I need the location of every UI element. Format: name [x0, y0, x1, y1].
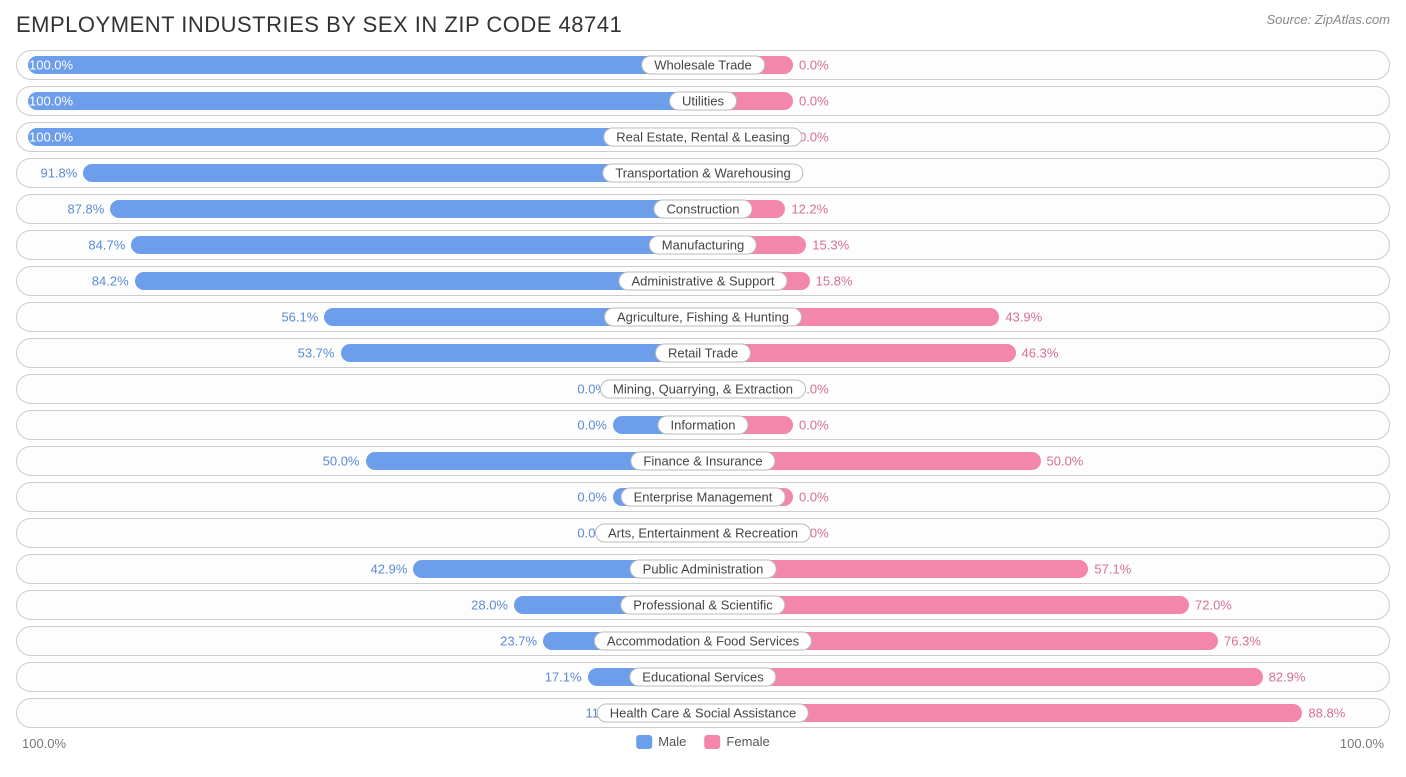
axis-label-right: 100.0%	[1340, 736, 1384, 751]
category-label: Utilities	[669, 92, 737, 111]
value-male: 56.1%	[281, 311, 318, 324]
chart-row: 100.0% 0.0%Real Estate, Rental & Leasing	[16, 122, 1390, 152]
bar-male	[28, 92, 703, 110]
value-male: 91.8%	[40, 167, 77, 180]
value-female: 0.0%	[799, 131, 829, 144]
chart-row: 0.0%0.0%Arts, Entertainment & Recreation	[16, 518, 1390, 548]
chart-row: 91.8%8.2%Transportation & Warehousing	[16, 158, 1390, 188]
value-male: 28.0%	[471, 599, 508, 612]
legend-item-male: Male	[636, 734, 686, 749]
chart-row: 100.0% 0.0% Wholesale Trade	[16, 50, 1390, 80]
value-female: 88.8%	[1308, 707, 1345, 720]
bar-male	[110, 200, 703, 218]
value-female: 82.9%	[1269, 671, 1306, 684]
value-female: 0.0%	[799, 419, 829, 432]
chart-legend: Male Female	[636, 734, 770, 749]
category-label: Educational Services	[629, 668, 776, 687]
chart-source: Source: ZipAtlas.com	[1266, 12, 1390, 27]
value-female: 57.1%	[1094, 563, 1131, 576]
bar-female	[703, 668, 1263, 686]
category-label: Manufacturing	[649, 236, 757, 255]
category-label: Retail Trade	[655, 344, 751, 363]
value-female: 0.0%	[799, 59, 829, 72]
bar-male	[341, 344, 703, 362]
chart-title: EMPLOYMENT INDUSTRIES BY SEX IN ZIP CODE…	[16, 12, 622, 38]
value-female: 72.0%	[1195, 599, 1232, 612]
value-female: 12.2%	[791, 203, 828, 216]
value-female: 15.3%	[812, 239, 849, 252]
category-label: Enterprise Management	[621, 488, 786, 507]
value-male: 84.7%	[88, 239, 125, 252]
bar-male	[28, 128, 703, 146]
category-label: Agriculture, Fishing & Hunting	[604, 308, 802, 327]
category-label: Transportation & Warehousing	[602, 164, 803, 183]
value-female: 50.0%	[1047, 455, 1084, 468]
chart-row: 28.0% 72.0% Professional & Scientific	[16, 590, 1390, 620]
chart-row: 11.2%88.8%Health Care & Social Assistanc…	[16, 698, 1390, 728]
value-male: 23.7%	[500, 635, 537, 648]
category-label: Wholesale Trade	[641, 56, 765, 75]
chart-row: 50.0% 50.0% Finance & Insurance	[16, 446, 1390, 476]
chart-row: 0.0%0.0%Mining, Quarrying, & Extraction	[16, 374, 1390, 404]
bar-male	[131, 236, 703, 254]
value-female: 0.0%	[799, 95, 829, 108]
axis-label-left: 100.0%	[22, 736, 66, 751]
category-label: Arts, Entertainment & Recreation	[595, 524, 811, 543]
category-label: Administrative & Support	[618, 272, 787, 291]
value-male: 100.0%	[29, 95, 73, 108]
chart-row: 87.8% 12.2% Construction	[16, 194, 1390, 224]
bar-male	[28, 56, 703, 74]
category-label: Accommodation & Food Services	[594, 632, 812, 651]
chart-row: 100.0% 0.0% Utilities	[16, 86, 1390, 116]
category-label: Mining, Quarrying, & Extraction	[600, 380, 806, 399]
chart-row: 84.2% 15.8% Administrative & Support	[16, 266, 1390, 296]
value-male: 100.0%	[29, 59, 73, 72]
value-male: 50.0%	[323, 455, 360, 468]
chart-header: EMPLOYMENT INDUSTRIES BY SEX IN ZIP CODE…	[16, 12, 1390, 38]
category-label: Finance & Insurance	[630, 452, 775, 471]
category-label: Construction	[654, 200, 753, 219]
category-label: Professional & Scientific	[620, 596, 785, 615]
value-male: 42.9%	[371, 563, 408, 576]
value-male: 0.0%	[577, 419, 607, 432]
value-male: 87.8%	[67, 203, 104, 216]
category-label: Real Estate, Rental & Leasing	[603, 128, 802, 147]
legend-swatch-male	[636, 735, 652, 749]
chart-row: 56.1% 43.9% Agriculture, Fishing & Hunting	[16, 302, 1390, 332]
chart-row: 0.0% 0.0% Information	[16, 410, 1390, 440]
value-male: 0.0%	[577, 491, 607, 504]
value-female: 46.3%	[1022, 347, 1059, 360]
value-male: 53.7%	[298, 347, 335, 360]
chart-row: 23.7% 76.3% Accommodation & Food Services	[16, 626, 1390, 656]
category-label: Health Care & Social Assistance	[597, 704, 809, 723]
legend-label-male: Male	[658, 734, 686, 749]
value-male: 100.0%	[29, 131, 73, 144]
value-female: 76.3%	[1224, 635, 1261, 648]
legend-swatch-female	[704, 735, 720, 749]
chart-row: 42.9% 57.1% Public Administration	[16, 554, 1390, 584]
value-female: 0.0%	[799, 491, 829, 504]
chart-row: 17.1% 82.9% Educational Services	[16, 662, 1390, 692]
chart-row: 84.7% 15.3% Manufacturing	[16, 230, 1390, 260]
value-male: 84.2%	[92, 275, 129, 288]
chart-row: 0.0% 0.0% Enterprise Management	[16, 482, 1390, 512]
category-label: Public Administration	[630, 560, 777, 579]
chart-row: 53.7% 46.3% Retail Trade	[16, 338, 1390, 368]
value-female: 15.8%	[816, 275, 853, 288]
category-label: Information	[657, 416, 748, 435]
value-male: 17.1%	[545, 671, 582, 684]
value-female: 43.9%	[1005, 311, 1042, 324]
chart-footer: 100.0% Male Female 100.0%	[16, 734, 1390, 756]
legend-item-female: Female	[704, 734, 769, 749]
legend-label-female: Female	[726, 734, 769, 749]
diverging-bar-chart: 100.0% 0.0% Wholesale Trade 100.0% 0.0% Utili…	[16, 50, 1390, 728]
